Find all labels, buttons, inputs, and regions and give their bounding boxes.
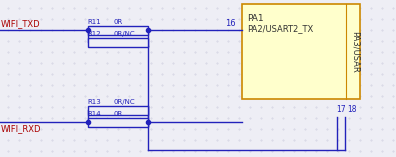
Text: PA1: PA1 — [247, 14, 264, 23]
Text: 0R/NC: 0R/NC — [114, 99, 135, 105]
Text: PA2/USART2_TX: PA2/USART2_TX — [247, 24, 313, 33]
Text: PA3/USAR: PA3/USAR — [350, 31, 360, 72]
Text: 0R: 0R — [114, 19, 123, 25]
Text: WIFI_TXD: WIFI_TXD — [1, 19, 41, 28]
Text: 0R/NC: 0R/NC — [114, 31, 135, 37]
Bar — [242, 4, 360, 99]
Text: 18: 18 — [347, 105, 356, 114]
Bar — [88, 38, 148, 47]
Text: R11: R11 — [87, 19, 101, 25]
Text: R12: R12 — [87, 31, 101, 37]
Text: 16: 16 — [225, 19, 236, 28]
Bar — [88, 106, 148, 115]
Text: WIFI_RXD: WIFI_RXD — [1, 124, 42, 133]
Text: R13: R13 — [87, 99, 101, 105]
Bar — [88, 118, 148, 127]
Bar — [88, 26, 148, 35]
Text: 17: 17 — [336, 105, 346, 114]
Text: R14: R14 — [87, 111, 101, 117]
Text: 0R: 0R — [114, 111, 123, 117]
